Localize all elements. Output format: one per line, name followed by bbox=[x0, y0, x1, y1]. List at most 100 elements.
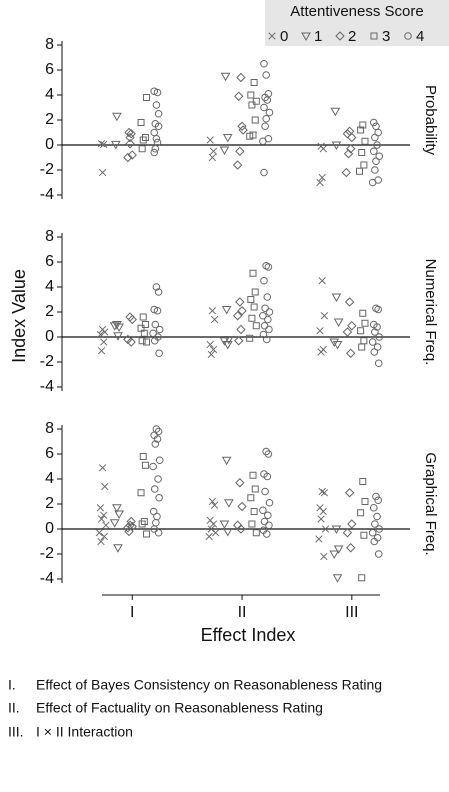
marker-diamond bbox=[344, 297, 355, 307]
marker-square bbox=[141, 321, 149, 328]
marker-circle bbox=[151, 440, 160, 448]
marker-x bbox=[98, 464, 107, 472]
y-tick-label: -2 bbox=[40, 353, 54, 370]
marker-square bbox=[250, 508, 258, 515]
y-tick-label: 8 bbox=[45, 228, 54, 245]
marker-diamond bbox=[237, 121, 247, 131]
marker-x bbox=[96, 330, 105, 339]
note-text: Effect of Factuality on Reasonableness R… bbox=[36, 700, 323, 716]
marker-diamond bbox=[126, 516, 136, 527]
marker-square bbox=[246, 334, 254, 342]
marker-circle bbox=[259, 506, 267, 515]
marker-x bbox=[97, 537, 105, 546]
marker-circle bbox=[368, 528, 377, 537]
marker-triangle bbox=[112, 504, 122, 513]
marker-diamond bbox=[346, 348, 356, 358]
marker-diamond bbox=[123, 152, 133, 163]
marker-square bbox=[248, 520, 256, 528]
marker-circle bbox=[260, 276, 268, 285]
marker-square bbox=[138, 520, 146, 528]
facet-label: Probability bbox=[422, 85, 439, 156]
marker-square bbox=[251, 116, 259, 124]
marker-triangle bbox=[331, 525, 342, 535]
y-tick-label: 0 bbox=[45, 520, 54, 537]
marker-circle bbox=[369, 503, 378, 512]
marker-x bbox=[320, 552, 328, 561]
y-tick-label: 2 bbox=[45, 495, 54, 512]
marker-square bbox=[246, 132, 254, 140]
marker-x bbox=[208, 153, 217, 162]
marker-diamond bbox=[343, 149, 354, 159]
marker-circle bbox=[264, 511, 272, 520]
marker-square bbox=[138, 145, 146, 153]
marker-x bbox=[205, 532, 213, 541]
marker-circle bbox=[374, 550, 383, 558]
marker-circle bbox=[262, 530, 271, 538]
marker-square bbox=[361, 498, 369, 505]
marker-circle bbox=[263, 293, 272, 301]
marker-diamond bbox=[347, 132, 357, 143]
marker-triangle bbox=[109, 519, 120, 528]
marker-diamond bbox=[124, 526, 134, 537]
marker-square bbox=[359, 309, 367, 317]
marker-diamond bbox=[124, 127, 134, 138]
legend-box bbox=[265, 0, 449, 46]
marker-triangle bbox=[330, 107, 341, 117]
marker-diamond bbox=[125, 139, 135, 149]
marker-circle bbox=[263, 472, 272, 481]
marker-triangle bbox=[222, 341, 233, 350]
marker-triangle bbox=[222, 528, 233, 537]
marker-circle bbox=[151, 320, 160, 329]
marker-diamond bbox=[236, 324, 246, 335]
marker-diamond bbox=[346, 543, 356, 553]
marker-circle bbox=[150, 148, 159, 157]
y-tick-label: 2 bbox=[45, 303, 54, 320]
marker-circle bbox=[151, 144, 160, 153]
marker-x bbox=[318, 487, 326, 496]
marker-circle bbox=[373, 512, 381, 521]
marker-circle bbox=[149, 462, 157, 471]
marker-square bbox=[359, 121, 367, 129]
marker-x bbox=[100, 140, 108, 149]
marker-x bbox=[97, 140, 106, 148]
y-tick-label: 8 bbox=[45, 36, 54, 53]
marker-square bbox=[361, 137, 369, 145]
marker-x bbox=[206, 136, 214, 144]
marker-circle bbox=[149, 329, 157, 338]
marker-diamond bbox=[125, 132, 135, 143]
marker-diamond bbox=[346, 144, 356, 154]
marker-circle bbox=[371, 133, 379, 142]
marker-diamond bbox=[127, 150, 137, 160]
marker-circle bbox=[150, 87, 159, 96]
marker-square bbox=[141, 461, 149, 469]
marker-x bbox=[320, 312, 329, 320]
marker-circle bbox=[265, 325, 273, 334]
marker-triangle bbox=[221, 456, 232, 466]
marker-x bbox=[100, 338, 108, 346]
marker-circle bbox=[368, 178, 377, 187]
marker-x bbox=[317, 348, 325, 356]
marker-diamond bbox=[234, 336, 244, 346]
marker-circle bbox=[264, 263, 273, 271]
marker-circle bbox=[150, 305, 159, 314]
marker-square bbox=[139, 453, 147, 460]
marker-x bbox=[209, 520, 218, 528]
y-axis-label: Index Value bbox=[9, 269, 29, 363]
marker-square bbox=[357, 327, 365, 335]
marker-triangle bbox=[113, 544, 123, 553]
marker-square bbox=[247, 91, 255, 99]
marker-circle bbox=[154, 528, 163, 537]
marker-circle bbox=[152, 283, 161, 291]
legend-label: 0 bbox=[280, 28, 288, 45]
marker-x bbox=[102, 521, 110, 529]
marker-diamond bbox=[234, 91, 244, 101]
marker-circle bbox=[368, 338, 377, 346]
marker-circle bbox=[264, 450, 273, 458]
marker-x bbox=[268, 32, 276, 40]
marker-circle bbox=[261, 122, 269, 131]
y-tick-label: 2 bbox=[45, 111, 54, 128]
marker-triangle bbox=[222, 134, 233, 143]
marker-circle bbox=[150, 128, 159, 137]
marker-circle bbox=[261, 487, 269, 496]
marker-diamond bbox=[126, 337, 136, 347]
